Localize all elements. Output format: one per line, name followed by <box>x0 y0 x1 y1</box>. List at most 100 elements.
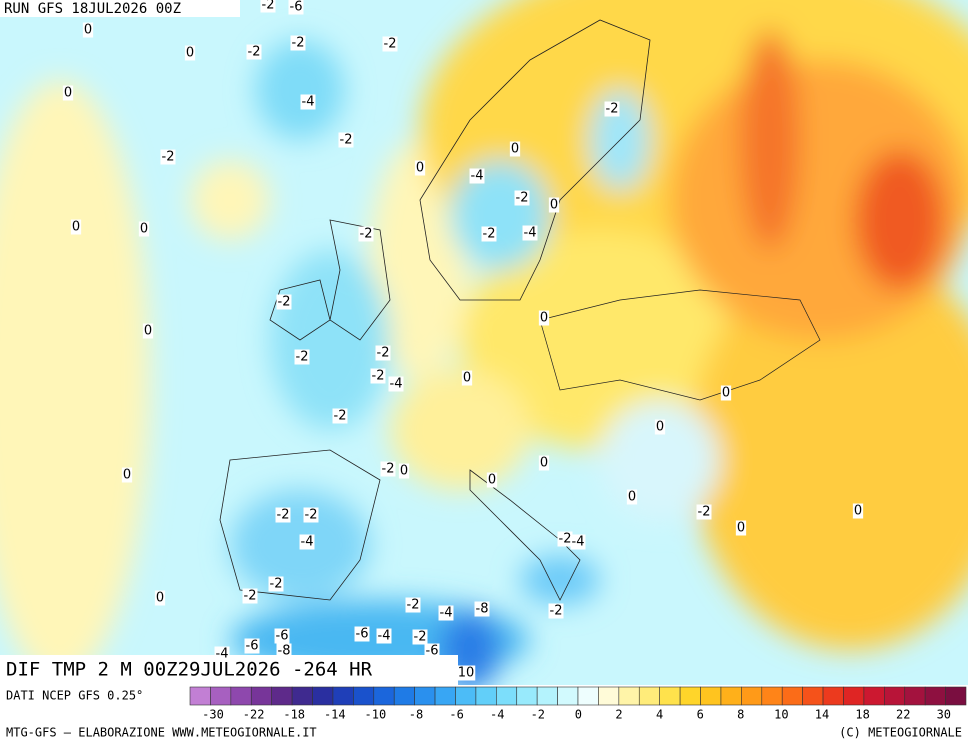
contour-label: 0 <box>511 142 519 157</box>
contour-label-bg <box>852 503 864 519</box>
contour-label: -2 <box>407 598 420 613</box>
contour-label-bg <box>138 221 150 237</box>
contour-label: 0 <box>854 504 862 519</box>
contour-label-bg <box>461 370 473 386</box>
contour-label-bg <box>276 643 292 659</box>
colorbar-swatch <box>332 686 354 706</box>
contour-label: 0 <box>64 86 72 101</box>
contour-label: -2 <box>550 604 563 619</box>
contour-label-bg <box>358 226 374 242</box>
contour-label-bg <box>268 576 284 592</box>
colorbar-label: -8 <box>409 708 423 722</box>
contour-label-bg <box>246 44 262 60</box>
contour-label: -2 <box>270 577 283 592</box>
header-box <box>0 0 240 17</box>
colorbar-label: -22 <box>243 708 265 722</box>
contour-label: -2 <box>244 589 257 604</box>
contour-label-bg <box>405 597 421 613</box>
contour-label-bg <box>375 345 391 361</box>
contour-label-bg <box>214 646 230 662</box>
contour-label: 0 <box>186 46 194 61</box>
contour-label: 0 <box>416 161 424 176</box>
colorbar-label: -30 <box>202 708 224 722</box>
contour-label-bg <box>398 463 410 479</box>
contour-label: 0 <box>550 198 558 213</box>
contour-label-bg <box>481 226 497 242</box>
contour-label-bg <box>338 132 354 148</box>
contour-label: -2 <box>278 295 291 310</box>
colorbar-label: 0 <box>575 708 582 722</box>
contour-label-bg <box>514 190 530 206</box>
colorbar-swatch <box>353 686 375 706</box>
contour-label-bg <box>121 467 133 483</box>
colorbar-label: 30 <box>937 708 951 722</box>
map-title: DIF TMP 2 M 00Z29JUL2026 -264 HR <box>6 659 373 681</box>
contour-label-bg <box>720 385 732 401</box>
contour-labels: -2 -600 -2-2 -20-4-2-200-2-4-2 00 0 -2 -2 -4-200… <box>62 0 864 681</box>
contour-label-bg <box>260 0 276 13</box>
contour-label: -4 <box>302 95 315 110</box>
colorbar-swatch <box>822 686 844 706</box>
contour-label: 0 <box>488 473 496 488</box>
contour-label-bg <box>557 531 573 547</box>
colorbar-label: 4 <box>656 708 663 722</box>
contour-label-bg <box>735 520 747 536</box>
contour-label: -2 <box>277 508 290 523</box>
contour-label: -2 <box>296 350 309 365</box>
contour-label-bg <box>184 45 196 61</box>
contour-label: -2 <box>414 630 427 645</box>
colorbar-swatch <box>904 686 926 706</box>
contour-label: -2 <box>360 227 373 242</box>
colorbar-label: -10 <box>365 708 387 722</box>
contour-label-bg <box>376 628 392 644</box>
colorbar-swatch <box>802 686 824 706</box>
colorbar-swatch <box>210 686 232 706</box>
contour-label-bg <box>456 665 476 681</box>
contour-label: -2 <box>248 45 261 60</box>
colorbar-swatch <box>863 686 885 706</box>
colorbar-label: 14 <box>815 708 829 722</box>
contour-label: 0 <box>540 456 548 471</box>
contour-label-bg <box>288 0 304 15</box>
colorbar-label: 10 <box>774 708 788 722</box>
contour-label-bg <box>538 310 550 326</box>
colorbar-swatch <box>230 686 252 706</box>
contour-label-bg <box>509 141 521 157</box>
colorbar-label: 2 <box>615 708 622 722</box>
colorbar-label: -14 <box>324 708 346 722</box>
contour-label-bg <box>412 629 428 645</box>
colorbar-label: 18 <box>855 708 869 722</box>
contour-label-bg <box>469 168 485 184</box>
colorbar-swatch <box>373 686 395 706</box>
contour-label: -4 <box>216 647 229 662</box>
contour-label-bg <box>244 638 260 654</box>
contour-label: -6 <box>290 0 303 15</box>
colorbar-swatch <box>884 686 906 706</box>
colorbar-swatch <box>720 686 742 706</box>
contour-label-bg <box>388 376 404 392</box>
contour-label: 0 <box>144 324 152 339</box>
footer-left: MTG-GFS — ELABORAZIONE WWW.METEOGIORNALE… <box>6 726 317 740</box>
contour-label-bg <box>154 590 166 606</box>
colorbar-swatch <box>843 686 865 706</box>
colorbar-label: -18 <box>283 708 305 722</box>
contour-label: 0 <box>628 490 636 505</box>
contour-label-bg <box>303 507 319 523</box>
contour-label: -4 <box>390 377 403 392</box>
contour-label: -2 <box>516 191 529 206</box>
contour-label: -6 <box>426 644 439 659</box>
run-label: RUN GFS 18JUL2026 00Z <box>4 1 181 17</box>
contour-label: 0 <box>400 464 408 479</box>
contour-label: -4 <box>301 535 314 550</box>
contour-label-bg <box>294 349 310 365</box>
contour-label-bg <box>142 323 154 339</box>
contour-label-bg <box>62 85 74 101</box>
colorbar-swatch <box>475 686 497 706</box>
colorbar-swatch <box>577 686 599 706</box>
colorbar-label: -4 <box>490 708 504 722</box>
colorbar-swatch <box>312 686 334 706</box>
colorbar-swatch <box>516 686 538 706</box>
contour-label: -6 <box>246 639 259 654</box>
